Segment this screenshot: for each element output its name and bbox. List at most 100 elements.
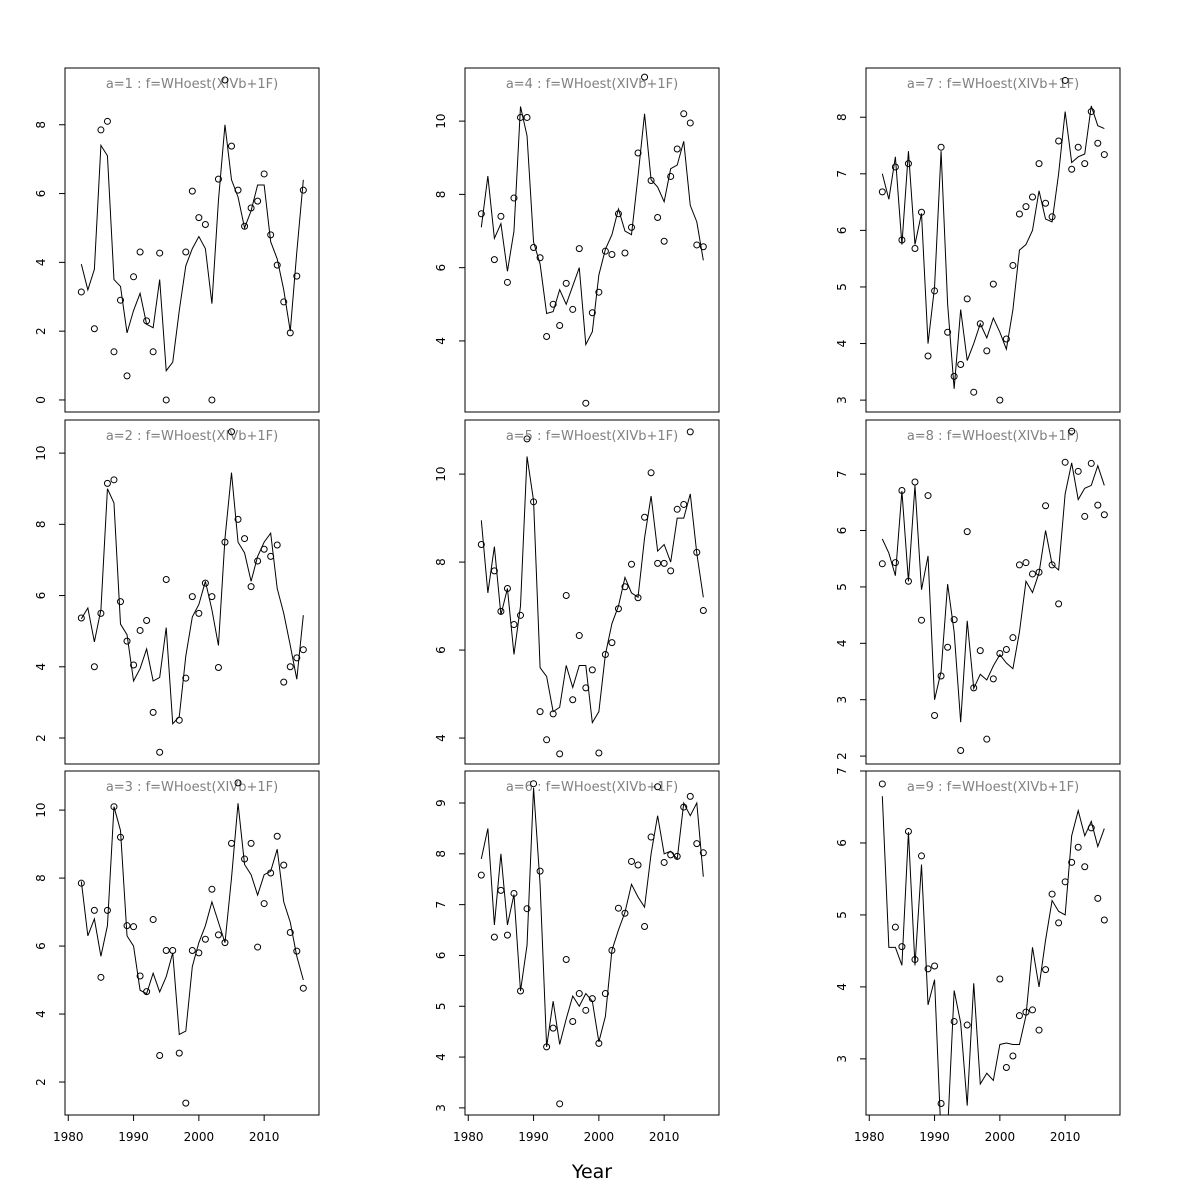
data-point <box>490 256 498 264</box>
data-point <box>667 172 675 180</box>
data-point <box>562 279 570 287</box>
data-point <box>149 348 157 356</box>
plot-area <box>477 780 707 1108</box>
x-tick-label: 2010 <box>249 1130 280 1144</box>
data-point <box>621 583 629 591</box>
data-point <box>686 792 694 800</box>
panel-title: a=7 : f=WHoest(XIVb+1F) <box>907 77 1079 92</box>
data-point <box>556 1100 564 1108</box>
data-point <box>214 175 222 183</box>
data-point <box>699 606 707 614</box>
data-point <box>634 149 642 157</box>
plot-area <box>477 428 707 758</box>
data-point <box>996 649 1004 657</box>
panel-title: a=9 : f=WHoest(XIVb+1F) <box>907 780 1079 795</box>
data-point <box>1035 160 1043 168</box>
data-point <box>931 962 939 970</box>
data-point <box>497 212 505 220</box>
data-point <box>280 298 288 306</box>
data-point <box>891 923 899 931</box>
data-point <box>208 885 216 893</box>
data-point <box>983 347 991 355</box>
data-point <box>575 632 583 640</box>
data-point <box>273 832 281 840</box>
x-tick-label: 1980 <box>854 1130 885 1144</box>
panel-title: a=8 : f=WHoest(XIVb+1F) <box>907 429 1079 444</box>
data-point <box>1002 646 1010 654</box>
plot-frame <box>865 419 1121 765</box>
data-point <box>950 372 958 380</box>
data-point <box>267 231 275 239</box>
fitted-line <box>80 472 304 725</box>
data-point <box>530 780 538 788</box>
data-point <box>641 513 649 521</box>
data-point <box>77 614 85 622</box>
data-point <box>175 1049 183 1057</box>
data-point <box>497 886 505 894</box>
y-tick-label: 10 <box>34 445 48 460</box>
data-point <box>201 935 209 943</box>
y-tick-label: 6 <box>34 190 48 198</box>
data-point <box>110 476 118 484</box>
plot-frame <box>865 67 1121 413</box>
data-point <box>699 243 707 251</box>
data-point <box>299 186 307 194</box>
x-tick-label: 2000 <box>584 1130 615 1144</box>
data-point <box>247 583 255 591</box>
y-tick-label: 6 <box>434 646 448 654</box>
data-point <box>90 663 98 671</box>
data-point <box>944 643 952 651</box>
data-point <box>693 241 701 249</box>
data-point <box>562 592 570 600</box>
data-point <box>963 1021 971 1029</box>
data-point <box>1100 151 1108 159</box>
plot-area <box>77 779 307 1107</box>
plot-area <box>878 780 1108 1115</box>
data-point <box>924 352 932 360</box>
data-point <box>195 609 203 617</box>
y-tick-label: 7 <box>434 901 448 909</box>
data-point <box>924 965 932 973</box>
data-point <box>1029 570 1037 578</box>
data-point <box>686 428 694 436</box>
data-point <box>1100 916 1108 924</box>
data-point <box>673 505 681 513</box>
data-point <box>299 984 307 992</box>
data-point <box>1094 894 1102 902</box>
y-tick-label: 6 <box>34 592 48 600</box>
fitted-line <box>480 456 704 725</box>
data-point <box>654 559 662 567</box>
data-point <box>543 333 551 341</box>
data-point <box>989 280 997 288</box>
y-tick-label: 8 <box>835 113 849 121</box>
data-point <box>911 478 919 486</box>
data-point <box>103 479 111 487</box>
data-point <box>228 428 236 436</box>
data-point <box>543 736 551 744</box>
plot-frame <box>64 419 320 765</box>
data-point <box>299 646 307 654</box>
data-point <box>950 616 958 624</box>
panel: a=4 : f=WHoest(XIVb+1F) 4 6 8 10 <box>434 67 720 413</box>
plot-frame <box>464 770 720 1116</box>
data-point <box>286 663 294 671</box>
data-point <box>536 254 544 262</box>
x-axis-label: Year <box>571 1161 612 1183</box>
data-point <box>582 1006 590 1014</box>
y-tick-label: 2 <box>835 752 849 760</box>
data-point <box>996 975 1004 983</box>
data-point <box>97 126 105 134</box>
data-point <box>503 931 511 939</box>
data-point <box>293 947 301 955</box>
data-point <box>957 746 965 754</box>
data-point <box>1094 139 1102 147</box>
data-point <box>214 931 222 939</box>
y-tick-label: 6 <box>434 264 448 272</box>
y-tick-label: 5 <box>835 911 849 919</box>
data-point <box>1042 502 1050 510</box>
panel-title: a=5 : f=WHoest(XIVb+1F) <box>506 429 678 444</box>
y-tick-label: 3 <box>835 1055 849 1063</box>
data-point <box>660 559 668 567</box>
data-point <box>201 221 209 229</box>
